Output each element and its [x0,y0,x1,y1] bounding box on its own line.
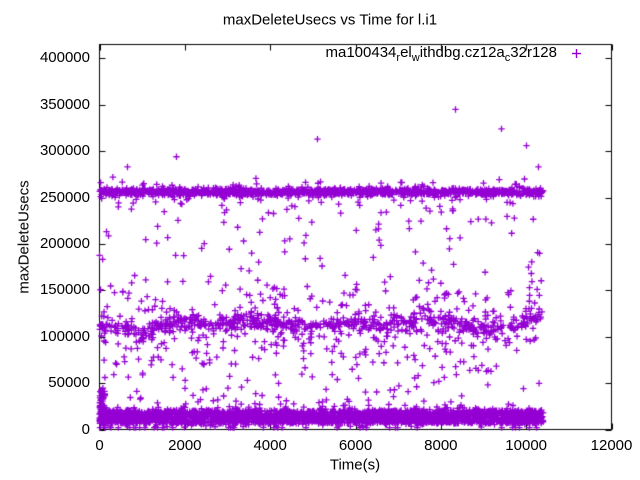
y-tick-label: 300000 [39,142,90,160]
y-tick-label: 150000 [39,281,90,299]
x-axis-label: Time(s) [329,456,381,474]
legend-series-label: ma100434relwithdbg.cz12ac32r128 [325,44,557,64]
x-tick-label: 8000 [424,437,458,454]
legend-label-subscript: r [396,52,401,64]
legend-label-segment: ma100434 [325,44,397,61]
x-tick-label: 4000 [253,437,287,454]
y-tick-label: 350000 [39,95,90,113]
y-tick-label: 400000 [39,49,90,67]
x-tick-label: 0 [95,437,104,454]
legend-label-segment: el [400,44,412,61]
legend-label-subscript: w [411,52,420,64]
chart-title: maxDeleteUsecs vs Time for l.i1 [222,11,438,29]
y-tick-label: 50000 [48,374,90,392]
legend-plus-marker-icon [572,49,581,58]
x-tick-label: 2000 [168,437,202,454]
y-tick-label: 200000 [39,234,90,252]
x-tick-label: 10000 [505,437,548,454]
y-tick-label: 250000 [39,188,90,206]
legend-label-segment: 32r128 [510,44,557,61]
x-tick-label: 12000 [590,437,633,454]
y-tick-label: 0 [81,420,90,438]
y-tick-label: 100000 [39,327,90,345]
legend-label-subscript: c [504,52,511,64]
x-tick-label: 6000 [338,437,373,454]
legend-label-segment: ithdbg.cz12a [419,44,505,61]
